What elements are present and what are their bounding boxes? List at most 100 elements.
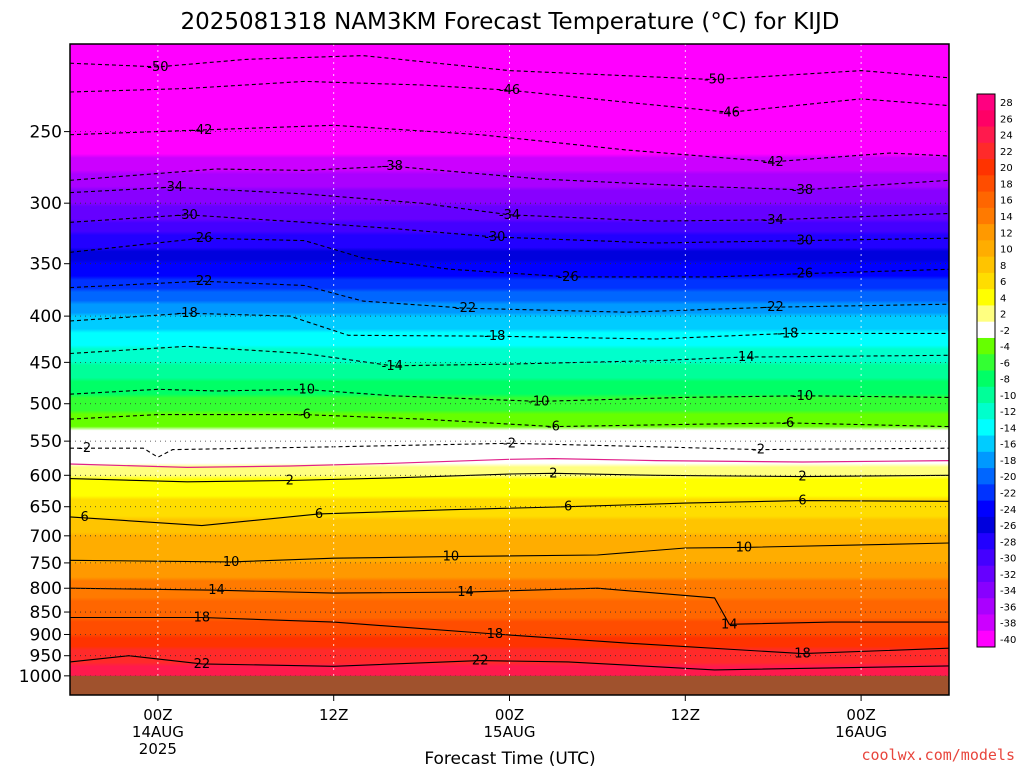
colorbar-label: 14 xyxy=(1000,212,1013,223)
contour-label: -26 xyxy=(792,267,813,282)
y-tick-label: 700 xyxy=(30,527,62,547)
colorbar-label: 16 xyxy=(1000,196,1013,207)
colorbar-swatch xyxy=(977,272,995,290)
contour-label: -14 xyxy=(382,359,403,374)
contour-label: -18 xyxy=(484,329,505,344)
contour-line xyxy=(70,414,949,428)
x-tick-label: 00Z xyxy=(143,706,172,724)
contour-label: -14 xyxy=(733,350,754,365)
contour-line xyxy=(70,388,949,402)
y-tick-label: 450 xyxy=(30,353,62,373)
contour-line xyxy=(70,55,949,81)
contour-line xyxy=(70,616,949,655)
contour-label: -34 xyxy=(499,208,520,223)
contour-label: 10 xyxy=(736,540,753,555)
x-tick-label: 14AUG xyxy=(132,723,184,741)
x-tick-label: 00Z xyxy=(495,706,524,724)
x-tick-label: 12Z xyxy=(319,706,348,724)
colorbar-swatch xyxy=(977,598,995,615)
colorbar-swatch xyxy=(977,581,995,599)
colorbar-swatch xyxy=(977,110,995,128)
colorbar-swatch xyxy=(977,191,995,209)
colorbar-label: -14 xyxy=(1000,423,1016,434)
colorbar-swatch xyxy=(977,516,995,534)
contour-label: 2 xyxy=(798,470,806,485)
colorbar-label: 22 xyxy=(1000,147,1013,158)
contour-label: -22 xyxy=(763,300,784,315)
colorbar-swatch xyxy=(977,305,995,323)
x-tick-label: 15AUG xyxy=(484,723,536,741)
contour-label: -46 xyxy=(499,83,520,98)
contour-line xyxy=(70,280,949,313)
contour-label: -6 xyxy=(781,416,794,431)
colorbar-swatch xyxy=(977,386,995,404)
chart-title: 2025081318 NAM3KM Forecast Temperature (… xyxy=(180,9,839,35)
contour-label: -22 xyxy=(455,301,476,316)
colorbar-swatch xyxy=(977,484,995,502)
colorbar-swatch xyxy=(977,207,995,225)
contour-label: 14 xyxy=(721,617,738,632)
colorbar-label: -30 xyxy=(1000,554,1016,565)
colorbar-label: -16 xyxy=(1000,440,1016,451)
contour-label: 22 xyxy=(194,657,211,672)
contour-label: -34 xyxy=(763,213,784,228)
contour-line xyxy=(70,165,949,191)
contour-label: 6 xyxy=(315,507,323,522)
contour-label: -30 xyxy=(177,208,198,223)
colorbar-label: 8 xyxy=(1000,261,1006,272)
colorbar-label: -36 xyxy=(1000,602,1016,613)
contour-label: 10 xyxy=(223,555,240,570)
colorbar-label: -2 xyxy=(1000,326,1010,337)
grid-layer xyxy=(70,44,949,695)
colorbar-label: -12 xyxy=(1000,407,1016,418)
contour-label: -22 xyxy=(191,274,212,289)
contour-label: -10 xyxy=(294,382,315,397)
colorbar-label: -22 xyxy=(1000,488,1016,499)
contour-line xyxy=(70,214,949,244)
contour-label: -38 xyxy=(792,183,813,198)
y-tick-label: 400 xyxy=(30,307,62,327)
contour-label: -42 xyxy=(191,123,212,138)
colorbar-label: -10 xyxy=(1000,391,1016,402)
contour-label: 6 xyxy=(81,510,89,525)
colorbar-label: 12 xyxy=(1000,228,1013,239)
colorbar-label: -18 xyxy=(1000,456,1016,467)
contour-label: 6 xyxy=(564,500,572,515)
contour-line xyxy=(70,237,949,278)
contour-label: -10 xyxy=(792,389,813,404)
colorbar-label: -34 xyxy=(1000,586,1016,597)
x-tick-label: 16AUG xyxy=(835,723,887,741)
contour-label: 14 xyxy=(208,583,225,598)
colorbar-swatch xyxy=(977,549,995,567)
contour-label: -34 xyxy=(162,180,183,195)
x-tick-label: 2025 xyxy=(139,740,177,758)
contour-label: -26 xyxy=(191,231,212,246)
colorbar-swatch xyxy=(977,321,995,339)
y-tick-label: 350 xyxy=(30,255,62,275)
contour-label: -26 xyxy=(557,270,578,285)
contour-line xyxy=(70,80,949,113)
colorbar-label: 18 xyxy=(1000,179,1013,190)
colorbar-swatch xyxy=(977,370,995,388)
contour-line xyxy=(70,312,949,340)
colorbar-swatch xyxy=(977,435,995,453)
contour-line xyxy=(70,472,949,483)
colorbar-label: -26 xyxy=(1000,521,1016,532)
credit-link[interactable]: coolwx.com/models xyxy=(861,746,1015,764)
colorbar-frame xyxy=(976,93,996,648)
y-tick-label: 900 xyxy=(30,625,62,645)
contour-label: -2 xyxy=(752,443,765,458)
colorbar-swatch xyxy=(977,500,995,518)
colorbar-swatch xyxy=(977,126,995,144)
colorbar-swatch xyxy=(977,159,995,176)
colorbar-label: -32 xyxy=(1000,570,1016,581)
contour-label: -50 xyxy=(704,73,725,88)
y-tick-label: 250 xyxy=(30,123,62,143)
contour-label: -50 xyxy=(147,60,168,75)
colorbar-swatch xyxy=(977,451,995,469)
colorbar-swatch xyxy=(977,565,995,583)
colorbar-label: -4 xyxy=(1000,342,1010,353)
x-tick-label: 12Z xyxy=(671,706,700,724)
